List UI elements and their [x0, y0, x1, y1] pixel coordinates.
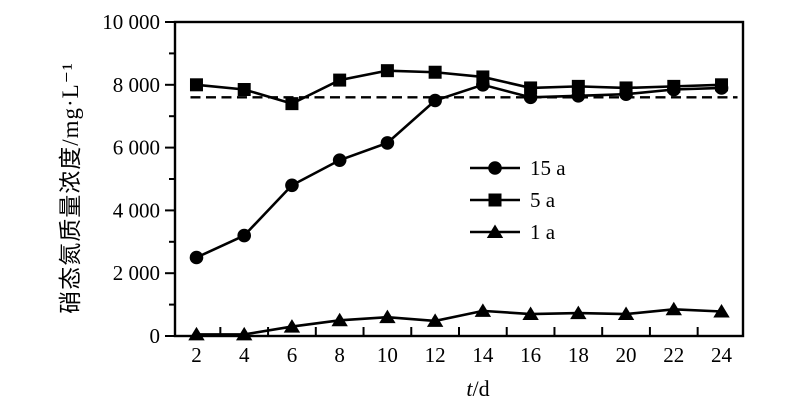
series-marker-5a — [285, 97, 299, 111]
series-marker-1a — [379, 309, 396, 324]
series-marker-15a — [332, 153, 347, 167]
series-line-15a — [195, 83, 722, 259]
legend-item-5a: 5 a — [470, 184, 566, 216]
x-tick-label: 14 — [472, 343, 494, 367]
x-tick-label: 16 — [520, 343, 541, 367]
series-marker-5a — [476, 70, 490, 84]
series-marker-5a — [428, 65, 442, 79]
legend-marker — [488, 193, 502, 207]
x-tick-label: 20 — [616, 343, 637, 367]
series-marker-5a — [189, 78, 203, 92]
series-marker-1a — [617, 306, 635, 321]
x-axis-title: t/d — [466, 376, 489, 402]
series-5a — [189, 64, 729, 111]
x-tick-label: 4 — [239, 343, 250, 367]
series-marker-1a — [665, 301, 682, 316]
legend-label: 15 a — [530, 155, 566, 180]
series-marker-1a — [474, 303, 492, 317]
series-marker-15a — [380, 136, 395, 150]
triangle-legend-glyph — [470, 224, 520, 238]
series-marker-15a — [237, 228, 252, 243]
series-marker-1a — [331, 312, 348, 327]
series-marker-1a — [713, 304, 730, 318]
legend-label: 5 a — [530, 187, 556, 212]
legend-label: 1 a — [530, 219, 556, 244]
series-marker-5a — [237, 83, 251, 97]
series-marker-5a — [380, 64, 394, 78]
triangle-marker-icon — [470, 222, 520, 242]
series-marker-5a — [619, 81, 633, 95]
series-marker-15a — [189, 250, 204, 265]
y-tick-label: 8 000 — [113, 73, 160, 97]
series-marker-1a — [522, 306, 539, 321]
circle-legend-glyph — [470, 161, 520, 175]
series-marker-5a — [715, 78, 729, 92]
series-line-5a — [196, 69, 722, 106]
x-tick-label: 10 — [377, 343, 398, 367]
y-axis-title: 硝态氮质量浓度/mg·L⁻¹ — [58, 62, 83, 314]
legend: 15 a 5 a 1 a — [470, 152, 566, 248]
y-tick-label: 4 000 — [113, 198, 160, 222]
series-marker-1a — [188, 326, 205, 341]
x-tick-label: 18 — [568, 343, 589, 367]
circle-marker-icon — [470, 158, 520, 178]
series-1a — [188, 301, 730, 341]
series-marker-15a — [428, 93, 442, 108]
series-15a — [189, 78, 729, 265]
square-marker-icon — [470, 190, 520, 210]
y-tick-label: 0 — [150, 324, 161, 348]
legend-item-1a: 1 a — [470, 216, 566, 248]
x-axis-variable: t — [466, 376, 473, 401]
x-tick-label: 6 — [287, 343, 298, 367]
x-tick-label: 8 — [334, 343, 345, 367]
series-marker-15a — [285, 178, 299, 193]
x-tick-label: 22 — [663, 343, 684, 367]
plot-frame — [173, 20, 745, 338]
legend-item-15a: 15 a — [470, 152, 566, 184]
legend-marker — [488, 161, 502, 175]
series-marker-1a — [570, 305, 587, 320]
series-marker-1a — [426, 313, 444, 327]
series-line-1a — [196, 308, 722, 336]
legend-marker — [486, 224, 504, 238]
series-marker-5a — [571, 79, 585, 93]
series-marker-5a — [667, 79, 681, 93]
series-marker-5a — [524, 81, 538, 95]
series-marker-1a — [283, 319, 301, 333]
x-tick-label: 12 — [425, 343, 446, 367]
square-legend-glyph — [470, 193, 520, 207]
x-tick-label: 2 — [191, 343, 202, 367]
x-axis-unit: /d — [472, 376, 490, 401]
y-tick-label: 2 000 — [113, 261, 160, 285]
x-tick-label: 24 — [711, 343, 733, 367]
series-marker-1a — [236, 326, 253, 341]
y-tick-label: 10 000 — [102, 10, 160, 34]
series-marker-5a — [333, 73, 347, 87]
y-tick-label: 6 000 — [113, 136, 160, 160]
